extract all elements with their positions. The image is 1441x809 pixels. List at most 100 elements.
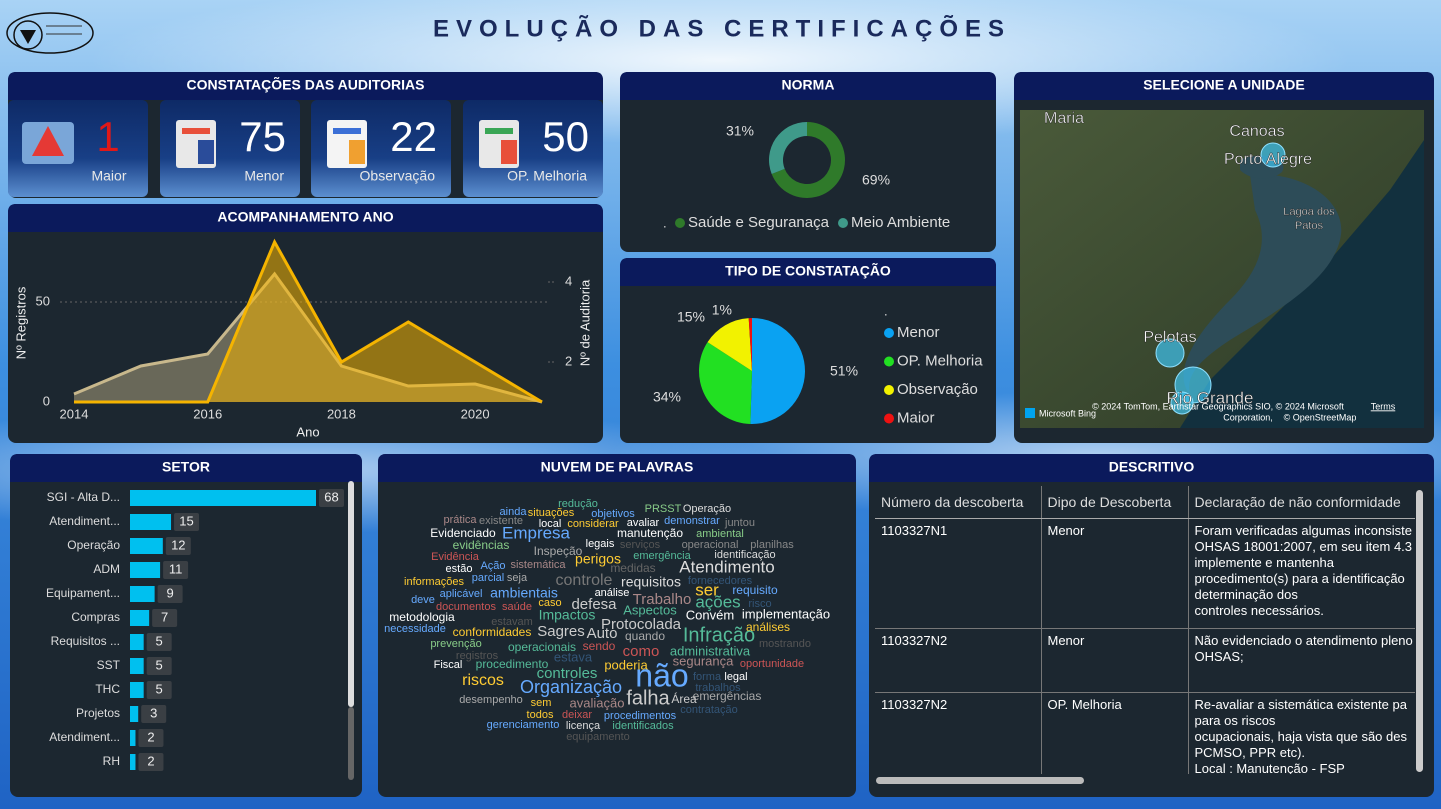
word: Atendimento [679,557,774,576]
kpi-label: Observação [360,168,436,184]
slice [771,122,845,198]
category-label: SST [97,658,121,672]
word: estavam [491,616,533,628]
panel-title: ACOMPANHAMENTO ANO [217,209,393,225]
word: necessidade [384,623,446,635]
bar [130,730,136,746]
word: operacionais [508,640,576,654]
panel-header [378,454,856,482]
map-label: Lagoa dos [1283,206,1335,218]
word: trabalhos [695,682,741,694]
map-attribution: Corporation, [1223,412,1273,422]
bar [130,754,136,770]
map-attribution: © 2024 TomTom, Earthstar Geographics SIO… [1092,401,1344,411]
word: registros [456,650,499,662]
word: todos [527,709,554,721]
bar [130,538,163,554]
data-label: 69% [862,172,890,188]
data-label: 5 [156,633,163,648]
map-point[interactable] [1155,338,1185,368]
value-box [138,753,164,771]
data-label: 5 [156,657,163,672]
column-header: Declaração de não conformidade [1187,486,1415,519]
map-label: Pelotas [1143,329,1196,346]
x-tick-label: 2016 [193,406,222,421]
word: forma [693,671,722,683]
word: prática [443,514,477,526]
legend-swatch [884,413,894,424]
word: quando [625,629,665,643]
panel [378,454,856,797]
area [74,242,542,402]
word: Inspeção [534,544,583,558]
legend-title: . [884,303,888,318]
word: perigos [575,551,621,567]
map-terms[interactable]: Terms [1371,401,1396,411]
table-row: 1103327N2 Menor Não evidenciado o atendime… [875,628,1415,693]
kpi-value: 22 [390,113,437,160]
word: sem [531,697,552,709]
legend-label: Saúde e Seguranaça [688,214,830,231]
word: risco [748,598,771,610]
scrollbar[interactable] [1416,490,1423,772]
word: objetivos [591,508,635,520]
panel-title: SETOR [162,459,210,475]
table-container: Número da descoberta Dipo de Descoberta De… [875,486,1415,774]
word: emergência [633,550,691,562]
data-label: 15 [179,513,193,528]
kpi-label: OP. Melhoria [507,168,587,184]
word: sendo [583,639,616,653]
word: legal [724,671,747,683]
bar [130,658,144,674]
word: procedimentos [604,710,677,722]
legend-swatch [884,356,894,367]
table-cell: 1103327N1 [875,518,1041,629]
slice [769,122,808,174]
word: seja [507,572,528,584]
word: desempenho [459,694,523,706]
word: ambiental [696,528,744,540]
kpi-value: 1 [96,113,119,160]
logo [6,12,94,54]
map-label: Rio Grande [1167,388,1254,407]
word: situações [528,507,575,519]
word: caso [538,597,561,609]
word: mostrando [759,638,811,650]
value-box [146,657,172,675]
category-label: Atendiment... [49,730,120,744]
scrollbar[interactable] [876,777,1084,784]
word: análise [595,587,630,599]
value-box [138,729,164,747]
word: falha [626,687,670,709]
value-box [163,561,189,579]
table-row: 1103327N2 OP. Melhoria Re-avaliar a sistem… [875,692,1415,774]
x-tick-label: 2020 [461,406,490,421]
table-cell: OP. Melhoria [1040,692,1188,774]
word: fornecedores [688,575,753,587]
panel-title: CONSTATAÇÕES DAS AUDITORIAS [186,76,424,93]
panel-title: SELECIONE A UNIDADE [1143,77,1305,93]
word: operacional [682,539,739,551]
category-label: RH [103,754,120,768]
category-label: Equipament... [46,586,120,600]
data-label: 1% [712,302,732,318]
category-label: Requisitos ... [51,634,120,648]
word: juntou [724,517,755,529]
word: Aspectos [623,602,677,617]
word: avaliação [570,695,625,710]
word: poderia [604,657,648,672]
word: controles [537,665,598,682]
word: deixar [562,709,592,721]
page-title: EVOLUÇÃO DAS CERTIFICAÇÕES [433,14,1011,42]
panel-title: DESCRITIVO [1109,459,1195,475]
word: Evidência [431,551,480,563]
word: requisito [732,583,778,597]
map-point[interactable] [1170,391,1194,415]
table-cell: 1103327N2 [875,628,1041,693]
map-point[interactable] [1260,142,1286,168]
category-label: SGI - Alta D... [47,490,120,504]
legend-title: . [663,215,667,230]
icon [485,128,513,134]
category-label: Operação [67,538,120,552]
